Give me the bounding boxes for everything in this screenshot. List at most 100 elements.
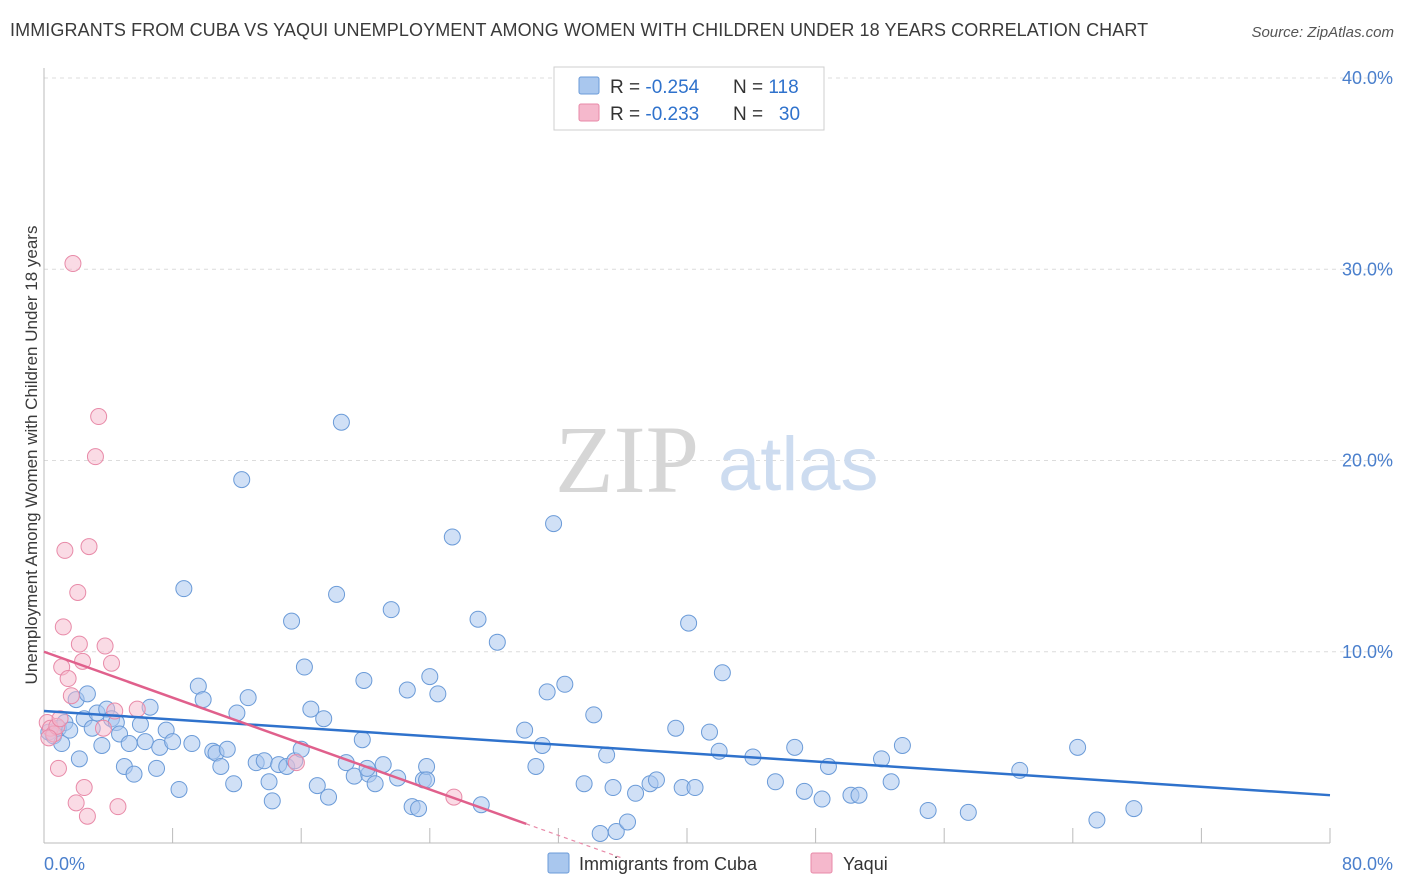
data-point-yaqui [75,779,93,797]
data-point-cuba [78,685,96,703]
data-point-cuba [148,759,166,777]
data-point-cuba [120,735,138,753]
y-tick-label-30: 30.0% [1342,259,1393,279]
trend-lines [43,650,1331,859]
bottom-legend-label-yaqui: Yaqui [843,854,888,874]
data-point-cuba [686,779,704,797]
x-tick-label-0: 0.0% [44,854,85,874]
data-point-cuba [233,471,251,489]
data-point-cuba [70,750,88,768]
data-point-cuba [469,610,487,628]
data-point-cuba [328,585,346,603]
legend-r-value-cuba: -0.254 [645,77,699,98]
data-point-cuba [355,671,373,689]
data-point-cuba [302,700,320,718]
data-point-cuba [1125,800,1143,818]
data-point-cuba [125,765,143,783]
data-point-yaqui [128,700,146,718]
legend-r-value-yaqui: -0.233 [645,104,699,125]
legend-r-label-cuba: R = [610,77,645,98]
data-point-yaqui [86,448,104,466]
legend-n-value-yaqui: 30 [774,104,800,125]
gridlines [44,77,1392,653]
x-tick-labels: 0.0% 80.0% [44,854,1393,874]
data-point-cuba [919,801,937,819]
data-point-yaqui [90,408,108,426]
legend-swatch-cuba [578,76,600,95]
data-point-yaqui [49,759,67,777]
data-point-cuba [647,771,665,789]
data-point-cuba [332,413,350,431]
data-point-cuba [575,775,593,793]
data-point-yaqui [70,635,88,653]
data-point-cuba [212,758,230,775]
data-point-cuba [239,689,257,707]
data-point-cuba [701,723,719,741]
data-point-cuba [619,813,637,831]
data-point-cuba [713,664,731,682]
data-point-cuba [429,685,447,703]
data-point-yaqui [51,710,69,728]
svg-text:R = -0.254 N =: R = -0.254 N = 118 [610,77,799,98]
data-point-yaqui [287,754,305,772]
data-point-cuba [795,782,813,800]
data-point-cuba [850,786,868,804]
data-point-cuba [410,800,428,818]
legend-n-label-yaqui: N = [733,104,768,125]
data-point-yaqui [94,719,112,737]
data-point-cuba [170,780,188,798]
y-tick-label-20: 20.0% [1342,451,1393,471]
data-point-yaqui [64,255,82,273]
data-point-cuba [398,681,416,699]
data-point-cuba [585,706,603,724]
data-point-cuba [382,601,400,619]
data-point-cuba [353,731,371,749]
data-point-cuba [538,683,556,701]
data-point-yaqui [96,637,114,655]
trend-line-yaqui [43,650,527,826]
legend-swatch-yaqui [578,103,600,122]
y-tick-label-40: 40.0% [1342,68,1393,88]
data-point-yaqui [62,687,80,705]
data-point-cuba [320,788,338,806]
data-point-cuba [194,691,212,709]
data-point-cuba [533,736,551,754]
data-point-cuba [667,719,685,737]
trend-line-cuba [43,709,1331,797]
y-tick-label-10: 10.0% [1342,642,1393,662]
data-point-cuba [175,580,193,598]
series-yaqui-points [38,255,463,825]
data-point-cuba [1088,811,1106,829]
bottom-legend-swatch-yaqui [810,852,833,874]
data-point-cuba [591,824,609,842]
data-point-cuba [627,784,645,802]
data-point-cuba [421,668,439,686]
legend-r-label-yaqui: R = [610,104,645,125]
data-point-cuba [680,614,698,632]
y-tick-labels: 10.0% 20.0% 30.0% 40.0% [1342,68,1393,662]
data-point-cuba [786,738,804,756]
data-point-cuba [315,710,333,728]
chart-title: IMMIGRANTS FROM CUBA VS YAQUI UNEMPLOYME… [10,20,1149,40]
stats-legend: R = -0.254 N = 118 R = -0.233 N = 30 [553,66,825,131]
x-tick-label-80: 80.0% [1342,854,1393,874]
data-point-cuba [295,658,313,676]
data-point-cuba [813,790,831,808]
data-point-cuba [218,740,236,758]
data-point-cuba [255,752,273,770]
data-point-cuba [882,773,900,791]
data-point-cuba [604,779,622,797]
data-point-yaqui [56,541,74,559]
data-point-yaqui [80,538,98,556]
series-cuba-points [40,413,1143,842]
data-point-cuba [516,721,534,739]
data-point-cuba [308,777,326,795]
legend-n-label-cuba: N = [733,77,768,98]
data-point-cuba [366,775,384,793]
data-point-cuba [183,735,201,753]
bottom-legend-swatch-cuba [547,852,570,874]
data-point-cuba [488,633,506,651]
data-point-cuba [545,515,563,533]
trend-line-yaqui-extension [526,823,623,859]
